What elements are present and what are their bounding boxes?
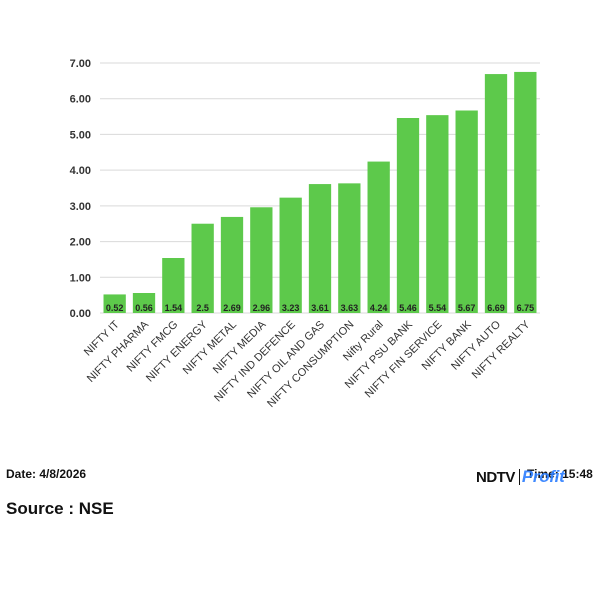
y-tick-label: 3.00 [70,201,91,213]
bar [220,216,244,313]
logo-brand: NDTV [476,468,517,486]
logo-divider [518,469,520,485]
bar [308,184,332,313]
bar [484,74,508,313]
data-label: 2.5 [196,303,209,313]
data-label: 2.96 [253,303,271,313]
source-label: Source : NSE [6,499,114,518]
bars [103,71,537,314]
data-label: 4.24 [370,303,388,313]
data-label: 5.54 [429,303,447,313]
data-label: 0.56 [135,303,153,313]
data-label: 3.63 [341,303,359,313]
logo-sub: Profit [521,467,565,486]
y-tick-label: 1.00 [70,272,91,284]
data-label: 6.69 [487,303,505,313]
data-label: 3.23 [282,303,300,313]
data-label: 5.67 [458,303,476,313]
data-label: 6.75 [517,303,535,313]
data-label: 3.61 [311,303,329,313]
time-label: Time: 15:48 [527,467,593,481]
bar [514,71,537,313]
bar [367,161,390,313]
date-label: Date: 4/8/2026 [6,467,87,481]
data-label: 5.46 [399,303,417,313]
data-labels: 0.52 0.56 1.54 2.5 2.69 2.96 3.23 3.61 3.63 4.24 5… [106,303,534,313]
y-tick-label: 2.00 [70,237,91,249]
bar [279,197,302,313]
data-label: 2.69 [223,303,241,313]
bar [132,293,156,313]
y-tick-label: 4.00 [70,165,91,177]
bar [162,258,185,313]
y-axis-ticks: 0.00 1.00 2.00 3.00 4.00 5.00 6.00 7.00 [70,58,91,320]
bar [455,110,478,313]
bar [191,223,214,313]
bar [103,294,126,313]
bar [396,118,420,313]
data-label: 0.52 [106,303,124,313]
y-tick-label: 0.00 [70,308,91,320]
bar [338,183,361,313]
y-tick-label: 6.00 [70,94,91,106]
bar [250,207,273,313]
bar [426,115,449,314]
data-label: 1.54 [165,303,183,313]
ndtv-profit-logo: NDTV Profit [476,466,565,488]
y-tick-label: 7.00 [70,58,91,70]
bar-chart: 0.001.002.003.004.005.006.007.00 0.52 0.5… [70,58,540,410]
y-tick-label: 5.00 [70,129,91,141]
